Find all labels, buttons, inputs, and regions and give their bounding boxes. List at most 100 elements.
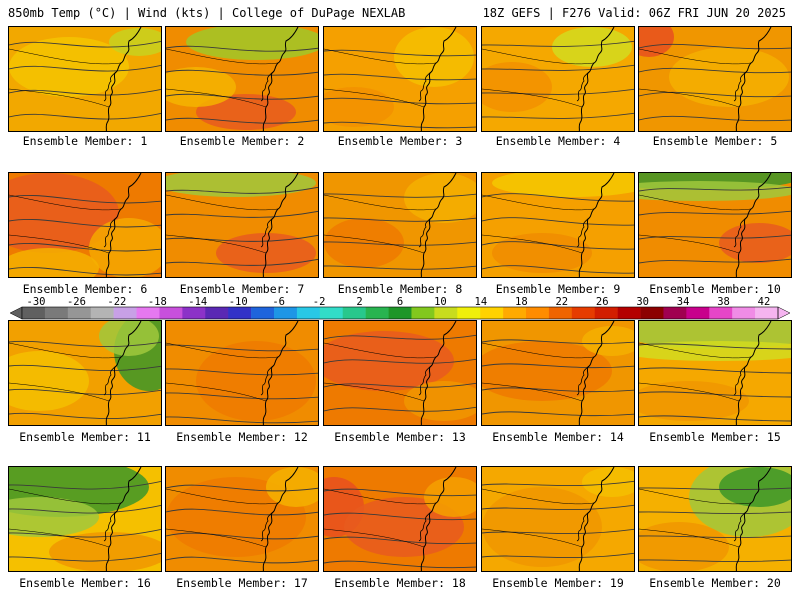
- coastline: [105, 467, 142, 571]
- ensemble-panel: [165, 466, 319, 572]
- colorbar-tick-label: 14: [474, 296, 488, 308]
- height-contour: [639, 559, 791, 563]
- temperature-map: [639, 27, 791, 131]
- ensemble-member-label: Ensemble Member: 1: [22, 134, 148, 148]
- bay-outline: [260, 70, 275, 102]
- temperature-colorbar: [10, 306, 790, 320]
- ensemble-member-label: Ensemble Member: 12: [176, 430, 308, 444]
- height-contour: [166, 392, 318, 400]
- ensemble-panel: [481, 320, 635, 426]
- colorbar-swatch: [709, 307, 733, 319]
- bay-outline: [576, 70, 591, 102]
- temperature-map: [324, 467, 476, 571]
- colorbar-swatch: [205, 307, 229, 319]
- temperature-map: [482, 467, 634, 571]
- height-contour: [9, 480, 161, 490]
- height-contour: [639, 511, 791, 515]
- coastline: [735, 321, 772, 425]
- ensemble-member-label: Ensemble Member: 9: [495, 282, 621, 296]
- height-contour: [166, 186, 318, 194]
- ensemble-member-label: Ensemble Member: 3: [337, 134, 463, 148]
- state-borders: [639, 342, 752, 402]
- ensemble-member-label: Ensemble Member: 4: [495, 134, 621, 148]
- temperature-shading: [582, 467, 634, 497]
- temperature-shading: [482, 487, 602, 567]
- temperature-shading: [669, 47, 789, 107]
- colorbar-swatch: [594, 307, 618, 319]
- ensemble-member-label: Ensemble Member: 20: [649, 576, 781, 590]
- temperature-shading: [9, 173, 119, 253]
- temperature-shading: [639, 27, 674, 57]
- colorbar-swatch: [548, 307, 573, 319]
- state-borders: [9, 342, 122, 402]
- colorbar-tick-label: 42: [757, 296, 771, 308]
- colorbar-tick-label: -6: [272, 296, 285, 308]
- temperature-shading: [639, 181, 791, 201]
- temperature-shading: [719, 223, 791, 263]
- colorbar-swatch: [90, 307, 114, 319]
- state-borders: [482, 48, 595, 108]
- temperature-map: [324, 27, 476, 131]
- height-contour: [324, 217, 476, 222]
- bay-outline: [103, 70, 118, 102]
- colorbar-tick-label: -30: [26, 296, 46, 308]
- state-borders: [9, 488, 122, 548]
- ensemble-panel: [638, 466, 792, 572]
- colorbar-swatch: [67, 307, 92, 319]
- colorbar-max-arrow: [777, 306, 790, 320]
- height-contour: [9, 88, 161, 96]
- temperature-map: [166, 27, 318, 131]
- state-borders: [482, 194, 595, 254]
- state-borders: [166, 194, 279, 254]
- height-contour: [324, 358, 476, 364]
- ensemble-panel: [165, 26, 319, 132]
- ensemble-panel: [8, 172, 162, 278]
- temperature-shading: [109, 28, 161, 56]
- height-contour: [639, 43, 791, 50]
- colorbar-swatch: [663, 307, 687, 319]
- height-contour: [9, 552, 161, 562]
- temperature-map: [324, 173, 476, 277]
- bay-outline: [418, 70, 433, 102]
- ensemble-panel: [638, 172, 792, 278]
- ensemble-panel: [638, 320, 792, 426]
- coastline: [578, 173, 615, 277]
- height-contour: [639, 487, 791, 491]
- colorbar-swatch: [342, 307, 366, 319]
- height-contour: [9, 364, 161, 371]
- height-contour: [166, 93, 318, 100]
- colorbar-swatch: [457, 307, 481, 319]
- colorbar-swatch: [434, 307, 458, 319]
- height-contour: [482, 387, 634, 393]
- colorbar-tick-label: -26: [66, 296, 86, 308]
- coastline: [262, 27, 299, 131]
- colorbar-swatch: [44, 307, 69, 319]
- colorbar-swatch: [251, 307, 275, 319]
- height-contour: [639, 343, 791, 350]
- colorbar-swatch: [640, 307, 664, 319]
- height-contour: [639, 367, 791, 374]
- bay-outline: [418, 364, 433, 396]
- temperature-map: [9, 27, 161, 131]
- temperature-map: [482, 173, 634, 277]
- state-borders: [324, 194, 437, 254]
- temperature-shading: [639, 381, 749, 421]
- temperature-map: [482, 27, 634, 131]
- height-contour: [324, 97, 476, 105]
- coastline: [420, 173, 457, 277]
- bay-outline: [576, 216, 591, 248]
- state-borders: [324, 342, 437, 402]
- temperature-shading: [196, 94, 296, 130]
- height-contour: [324, 334, 476, 340]
- bay-outline: [260, 510, 275, 542]
- height-contour: [166, 556, 318, 564]
- temperature-shading: [99, 321, 159, 356]
- height-contour: [9, 242, 161, 252]
- state-borders: [482, 488, 595, 548]
- height-contour: [324, 73, 476, 81]
- ensemble-panel: [8, 26, 162, 132]
- colorbar-tick-label: 26: [595, 296, 609, 308]
- height-contour: [166, 416, 318, 424]
- height-contour: [166, 45, 318, 52]
- colorbar-swatch: [411, 307, 435, 319]
